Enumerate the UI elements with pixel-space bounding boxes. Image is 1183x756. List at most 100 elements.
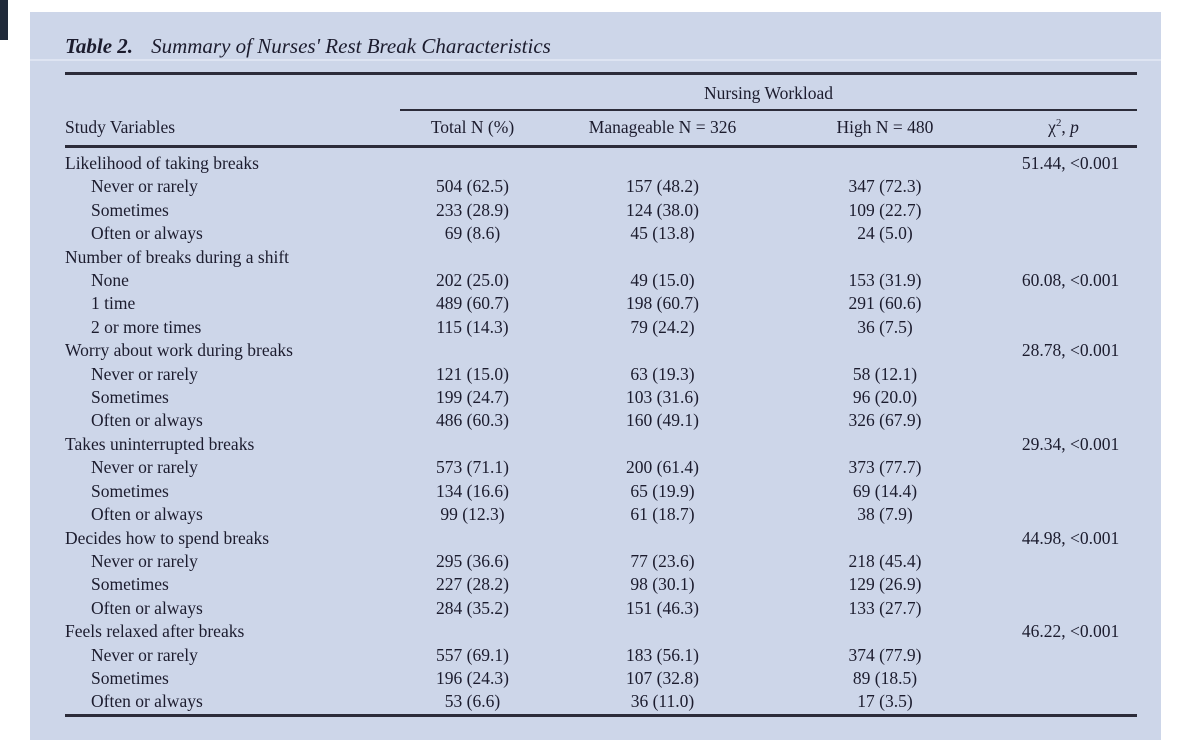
chi-square-p-cell: [990, 175, 1137, 198]
manageable-value-cell: 183 (56.1): [626, 644, 699, 665]
scan-edge-artifact: [0, 0, 8, 40]
row-label-cell: Often or always: [91, 597, 203, 618]
total-value-cell: 233 (28.9): [436, 199, 509, 220]
total-value-cell: 557 (69.1): [436, 644, 509, 665]
table-row-item: Often or always 69 (8.6) 45 (13.8) 24 (5.0): [65, 222, 1137, 245]
table-row-item: Often or always 284 (35.2) 151 (46.3) 133 (…: [65, 597, 1137, 620]
table-row-item: Never or rarely 573 (71.1) 200 (61.4) 373 (…: [65, 456, 1137, 479]
total-value-cell: 53 (6.6): [444, 691, 501, 712]
high-value-cell: 133 (27.7): [848, 597, 922, 618]
row-label-cell: None: [91, 270, 129, 291]
table-row-item: Sometimes 196 (24.3) 107 (32.8) 89 (18.5): [65, 667, 1137, 690]
row-label-cell: Number of breaks during a shift: [65, 246, 290, 267]
chi-square-p-cell: 29.34, <0.001: [1021, 433, 1120, 454]
total-value-cell: [400, 339, 545, 362]
manageable-value-cell: 103 (31.6): [626, 387, 699, 408]
high-value-cell: 153 (31.9): [848, 270, 922, 291]
high-value-cell: 218 (45.4): [848, 550, 922, 571]
chi-square-p-cell: [990, 573, 1137, 596]
manageable-value-cell: [545, 527, 780, 550]
manageable-value-cell: 77 (23.6): [630, 550, 695, 571]
table-row-item: Often or always 53 (6.6) 36 (11.0) 17 (3.5): [65, 690, 1137, 715]
chi-square-p-cell: [990, 222, 1137, 245]
table-row-section: Decides how to spend breaks 44.98, <0.001: [65, 527, 1137, 550]
column-header-manageable: Manageable N = 326: [545, 109, 780, 148]
total-value-cell: [400, 246, 545, 269]
high-value-cell: [780, 147, 990, 176]
high-value-cell: 291 (60.6): [848, 293, 922, 314]
total-value-cell: 134 (16.6): [436, 480, 509, 501]
total-value-cell: 202 (25.0): [436, 270, 509, 291]
manageable-value-cell: 151 (46.3): [626, 597, 699, 618]
chi-square-p-cell: 60.08, <0.001: [1021, 270, 1120, 291]
chi-square-p-cell: [990, 292, 1137, 315]
manageable-value-cell: 49 (15.0): [630, 270, 695, 291]
chi-superscript: 2: [1055, 117, 1062, 130]
total-value-cell: [400, 147, 545, 176]
manageable-value-cell: 198 (60.7): [626, 293, 699, 314]
manageable-value-cell: 160 (49.1): [626, 410, 699, 431]
total-value-cell: 284 (35.2): [436, 597, 509, 618]
row-label-cell: Often or always: [91, 410, 203, 431]
chi-square-p-cell: [990, 644, 1137, 667]
chi-square-p-cell: [990, 550, 1137, 573]
manageable-value-cell: 124 (38.0): [626, 199, 699, 220]
total-value-cell: 573 (71.1): [436, 457, 509, 478]
total-value-cell: 295 (36.6): [436, 550, 509, 571]
row-label-cell: Takes uninterrupted breaks: [65, 433, 255, 454]
total-value-cell: 486 (60.3): [436, 410, 509, 431]
high-value-cell: [780, 433, 990, 456]
total-value-cell: 504 (62.5): [436, 176, 509, 197]
table-title: Summary of Nurses' Rest Break Characteri…: [151, 34, 551, 58]
row-label-cell: Sometimes: [91, 667, 169, 688]
high-value-cell: 347 (72.3): [848, 176, 922, 197]
row-label-cell: Sometimes: [91, 480, 169, 501]
manageable-value-cell: 107 (32.8): [626, 667, 699, 688]
column-header-total: Total N (%): [400, 109, 545, 148]
manageable-value-cell: 157 (48.2): [626, 176, 699, 197]
high-value-cell: [780, 246, 990, 269]
table-row-item: Never or rarely 295 (36.6) 77 (23.6) 218 (4…: [65, 550, 1137, 573]
chi-square-p-cell: [990, 316, 1137, 339]
row-label-cell: Often or always: [91, 223, 203, 244]
manageable-value-cell: [545, 433, 780, 456]
column-header-chi-square-p: χ2, p: [990, 109, 1138, 148]
total-value-cell: [400, 620, 545, 643]
row-label-cell: 1 time: [91, 293, 136, 314]
table-row-item: Sometimes 134 (16.6) 65 (19.9) 69 (14.4): [65, 480, 1137, 503]
row-label-cell: Worry about work during breaks: [65, 340, 293, 361]
high-value-cell: 374 (77.9): [848, 644, 922, 665]
manageable-value-cell: 63 (19.3): [630, 363, 695, 384]
manageable-value-cell: 98 (30.1): [630, 574, 695, 595]
high-value-cell: [780, 339, 990, 362]
chi-square-p-cell: [990, 597, 1137, 620]
total-value-cell: 199 (24.7): [436, 387, 509, 408]
p-symbol: p: [1070, 117, 1079, 137]
table-panel: Table 2. Summary of Nurses' Rest Break Ch…: [30, 12, 1161, 740]
scan-line-artifact: [30, 59, 1161, 61]
table-body: Likelihood of taking breaks 51.44, <0.001…: [65, 147, 1137, 716]
high-value-cell: 24 (5.0): [857, 223, 913, 244]
high-value-cell: 38 (7.9): [857, 504, 913, 525]
table-row-item: Often or always 486 (60.3) 160 (49.1) 326 (…: [65, 409, 1137, 432]
table-row-section: Worry about work during breaks 28.78, <0.…: [65, 339, 1137, 362]
table-caption: Table 2. Summary of Nurses' Rest Break Ch…: [30, 12, 1161, 72]
table-row-item: Never or rarely 121 (15.0) 63 (19.3) 58 (12…: [65, 363, 1137, 386]
table-row-item: Never or rarely 557 (69.1) 183 (56.1) 374 (…: [65, 644, 1137, 667]
row-label-cell: Never or rarely: [91, 457, 198, 478]
total-value-cell: 69 (8.6): [444, 223, 501, 244]
row-label-cell: Decides how to spend breaks: [65, 527, 270, 548]
high-value-cell: 17 (3.5): [857, 691, 913, 712]
table-row-item: 1 time 489 (60.7) 198 (60.7) 291 (60.6): [65, 292, 1137, 315]
row-label-cell: Never or rarely: [91, 644, 198, 665]
column-header-row: Study Variables Total N (%) Manageable N…: [65, 109, 1138, 148]
table-row-item: 2 or more times 115 (14.3) 79 (24.2) 36 (7.…: [65, 316, 1137, 339]
row-label-cell: Never or rarely: [91, 550, 198, 571]
total-value-cell: [400, 527, 545, 550]
high-value-cell: [780, 620, 990, 643]
high-value-cell: 69 (14.4): [852, 480, 918, 501]
manageable-value-cell: [545, 147, 780, 176]
high-value-cell: 129 (26.9): [848, 574, 922, 595]
row-label-cell: Sometimes: [91, 199, 169, 220]
table-row-item: None 202 (25.0) 49 (15.0) 153 (31.9) 60.08, …: [65, 269, 1137, 292]
